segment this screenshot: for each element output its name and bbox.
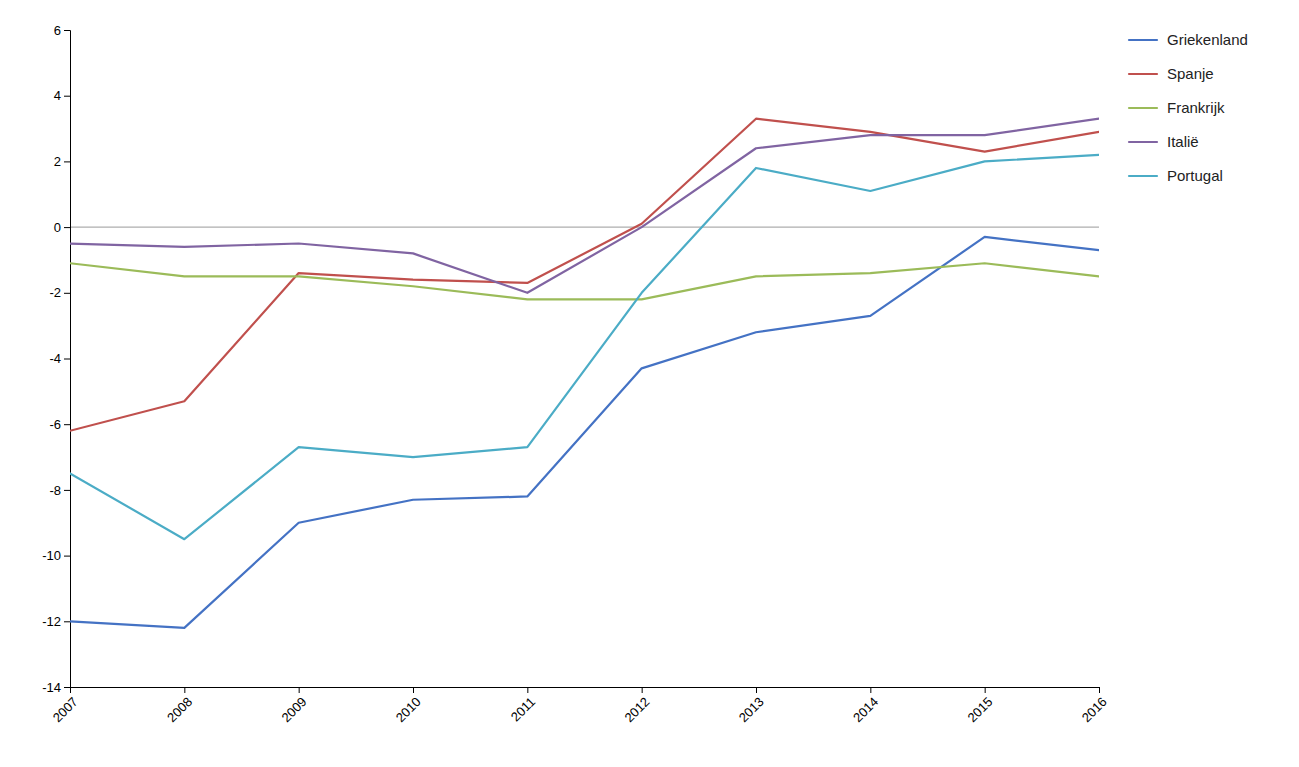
lines: [70, 119, 1099, 628]
y-axis: -14 -12 -10 -8 -6 -4 -2 0 2 4 6: [42, 23, 70, 695]
series-line: [70, 119, 1099, 431]
y-tick-mark: [64, 30, 70, 31]
y-tick-mark: [64, 621, 70, 622]
x-tick-mark: [756, 687, 757, 693]
y-tick-label: -4: [49, 351, 61, 366]
y-tick-mark: [64, 293, 70, 294]
y-tick-label: -10: [42, 548, 61, 563]
x-tick: 2013: [736, 687, 767, 725]
legend-label: Spanje: [1167, 65, 1214, 82]
x-axis-line: [71, 688, 1100, 694]
y-tick: -14: [42, 680, 70, 695]
legend: Griekenland Spanje Frankrijk Italië Portugal: [1129, 31, 1248, 184]
legend-item: Frankrijk: [1129, 99, 1225, 116]
y-tick: -6: [49, 417, 70, 432]
y-tick-mark: [64, 490, 70, 491]
x-tick: 2015: [964, 687, 995, 725]
y-tick-mark: [64, 96, 70, 97]
legend-swatch: [1129, 39, 1157, 41]
y-tick: 0: [54, 220, 70, 235]
legend-item: Spanje: [1129, 65, 1214, 82]
y-tick: 6: [54, 23, 70, 38]
x-tick: 2014: [850, 687, 881, 725]
legend-label: Griekenland: [1167, 31, 1248, 48]
series-line: [70, 119, 1099, 293]
y-tick: -4: [49, 351, 70, 366]
x-tick: 2008: [164, 687, 195, 725]
x-tick: 2010: [393, 687, 424, 725]
x-tick-label: 2014: [850, 694, 881, 725]
x-tick: 2009: [278, 687, 309, 725]
y-tick-mark: [64, 556, 70, 557]
x-tick-label: 2009: [278, 694, 309, 725]
zero-line: [70, 227, 1099, 228]
x-tick: 2016: [1079, 687, 1110, 725]
chart-container: 2007 2008 2009 2010 2011 2012 2013 2014 2015 2016…: [0, 0, 1299, 767]
y-tick-label: -6: [49, 417, 61, 432]
legend-swatch: [1129, 107, 1157, 109]
y-tick-mark: [64, 687, 70, 688]
series-line: [70, 155, 1099, 539]
series-line: [70, 237, 1099, 628]
y-tick: -8: [49, 483, 70, 498]
legend-swatch: [1129, 141, 1157, 143]
y-tick-label: 6: [54, 23, 61, 38]
y-tick-mark: [64, 227, 70, 228]
legend-item: Portugal: [1129, 167, 1223, 184]
y-tick-label: -12: [42, 614, 61, 629]
x-tick-mark: [870, 687, 871, 693]
x-tick-label: 2007: [50, 694, 81, 725]
y-tick: -2: [49, 285, 70, 300]
x-tick-mark: [413, 687, 414, 693]
x-tick-label: 2011: [508, 694, 538, 724]
legend-swatch: [1129, 175, 1157, 177]
y-tick: 4: [54, 88, 70, 103]
legend-item: Griekenland: [1129, 31, 1248, 48]
series-line: [70, 263, 1099, 299]
x-tick: 2011: [508, 687, 538, 724]
x-tick-mark: [985, 687, 986, 693]
x-tick-label: 2016: [1079, 694, 1110, 725]
y-tick-label: 0: [54, 220, 61, 235]
y-tick-label: -2: [49, 285, 61, 300]
x-tick-label: 2010: [393, 694, 424, 725]
y-tick: -12: [42, 614, 70, 629]
y-tick-label: 4: [54, 88, 61, 103]
x-tick: 2012: [621, 687, 652, 725]
x-tick-label: 2012: [621, 694, 652, 725]
x-tick-mark: [527, 687, 528, 693]
y-axis-line: [64, 31, 71, 688]
y-tick: -10: [42, 548, 70, 563]
chart-svg: 2007 2008 2009 2010 2011 2012 2013 2014 2015 2016…: [0, 0, 1299, 767]
y-tick-label: 2: [54, 154, 61, 169]
x-axis: 2007 2008 2009 2010 2011 2012 2013 2014 2015 2016: [50, 687, 1110, 725]
y-tick-label: -14: [42, 680, 61, 695]
x-tick-label: 2008: [164, 694, 195, 725]
x-tick-mark: [184, 687, 185, 693]
y-tick: 2: [54, 154, 70, 169]
y-tick-mark: [64, 424, 70, 425]
x-tick-mark: [299, 687, 300, 693]
legend-label: Italië: [1167, 133, 1199, 150]
y-tick-label: -8: [49, 483, 61, 498]
legend-item: Italië: [1129, 133, 1199, 150]
legend-label: Portugal: [1167, 167, 1223, 184]
x-tick-label: 2015: [964, 694, 995, 725]
legend-label: Frankrijk: [1167, 99, 1225, 116]
plot-area: 2007 2008 2009 2010 2011 2012 2013 2014 2015 2016…: [42, 23, 1110, 725]
y-tick-mark: [64, 161, 70, 162]
y-tick-mark: [64, 359, 70, 360]
legend-swatch: [1129, 73, 1157, 75]
x-tick-mark: [1099, 687, 1100, 693]
x-tick-mark: [642, 687, 643, 693]
x-tick-label: 2013: [736, 694, 767, 725]
